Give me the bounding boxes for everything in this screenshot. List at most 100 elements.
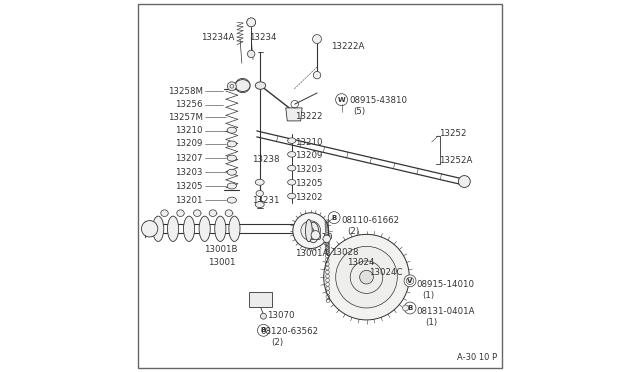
Text: 08915-14010: 08915-14010 [416,280,474,289]
Text: 13210: 13210 [175,126,203,135]
Text: B: B [408,305,413,311]
Text: 13205: 13205 [294,179,322,187]
Text: 13210: 13210 [294,138,322,147]
Ellipse shape [199,216,211,241]
Text: 13205: 13205 [175,182,203,190]
Ellipse shape [287,180,296,185]
Ellipse shape [287,165,296,171]
Text: 13024: 13024 [347,258,374,267]
Ellipse shape [152,216,164,241]
Text: 13203: 13203 [175,168,203,177]
Circle shape [301,221,321,240]
Text: 13222: 13222 [294,112,322,121]
Ellipse shape [287,138,296,144]
Ellipse shape [209,210,216,217]
Text: 13258M: 13258M [168,87,203,96]
Text: 13256: 13256 [175,100,203,109]
Ellipse shape [255,202,264,208]
Circle shape [246,18,255,27]
Ellipse shape [227,197,237,203]
Ellipse shape [235,80,250,92]
Text: W: W [338,97,346,103]
Text: 13257M: 13257M [168,113,203,122]
Text: 13010: 13010 [305,233,333,242]
Circle shape [328,212,340,224]
Text: (2): (2) [347,227,359,236]
Text: 13203: 13203 [294,165,322,174]
Ellipse shape [287,152,296,157]
Circle shape [335,94,348,106]
Text: 13222A: 13222A [331,42,365,51]
Ellipse shape [287,193,296,199]
Circle shape [403,305,408,311]
Text: 13028: 13028 [331,248,358,257]
Text: 13231: 13231 [252,196,280,205]
Text: 13252: 13252 [439,129,467,138]
Ellipse shape [256,190,264,196]
Ellipse shape [255,82,266,89]
Text: 08131-0401A: 08131-0401A [416,307,474,316]
Circle shape [260,313,266,319]
Ellipse shape [225,210,232,217]
Circle shape [336,246,397,308]
Text: 13201: 13201 [175,196,203,205]
Circle shape [227,82,236,91]
Ellipse shape [255,179,264,185]
Circle shape [248,50,255,58]
Ellipse shape [168,216,179,241]
Text: 13209: 13209 [294,151,322,160]
Text: 08915-43810: 08915-43810 [349,96,407,105]
Text: 13234A: 13234A [201,33,234,42]
Ellipse shape [227,155,237,161]
Text: A-30 10 P: A-30 10 P [456,353,497,362]
Circle shape [360,270,373,284]
Text: 13001: 13001 [209,258,236,267]
Text: 08110-61662: 08110-61662 [342,216,400,225]
Text: 13252A: 13252A [439,156,472,165]
Ellipse shape [161,210,168,217]
Ellipse shape [308,222,319,243]
Ellipse shape [227,127,237,133]
Ellipse shape [229,216,240,241]
Circle shape [311,231,320,240]
Text: 13238: 13238 [252,155,280,164]
Ellipse shape [193,210,201,217]
Circle shape [458,176,470,187]
Text: (1): (1) [425,318,437,327]
Ellipse shape [227,141,237,147]
Text: B: B [261,327,266,333]
Circle shape [312,35,321,44]
Text: (1): (1) [422,291,435,300]
Text: 08120-63562: 08120-63562 [260,327,319,336]
Polygon shape [286,108,302,121]
Text: 13207: 13207 [175,154,203,163]
Circle shape [293,213,328,248]
Circle shape [404,302,416,314]
Circle shape [141,221,158,237]
Ellipse shape [177,210,184,217]
Ellipse shape [305,219,312,242]
Polygon shape [250,292,271,307]
Ellipse shape [215,216,226,241]
Circle shape [314,71,321,79]
Circle shape [323,235,330,243]
Ellipse shape [227,183,237,189]
Text: (2): (2) [271,339,284,347]
Circle shape [324,234,410,320]
Text: 13202: 13202 [294,193,322,202]
Circle shape [406,277,413,285]
Circle shape [404,275,416,287]
Text: B: B [332,215,337,221]
Text: V: V [407,278,413,284]
Text: 13209: 13209 [175,140,203,148]
Text: 13234: 13234 [250,33,277,42]
Text: (5): (5) [353,107,365,116]
Ellipse shape [184,216,195,241]
Ellipse shape [227,169,237,175]
Text: 13024C: 13024C [369,268,403,277]
Text: 13001A: 13001A [294,249,328,258]
Text: 13070: 13070 [267,311,294,320]
Circle shape [308,228,314,234]
Circle shape [257,324,269,336]
Text: 13001B: 13001B [204,246,237,254]
